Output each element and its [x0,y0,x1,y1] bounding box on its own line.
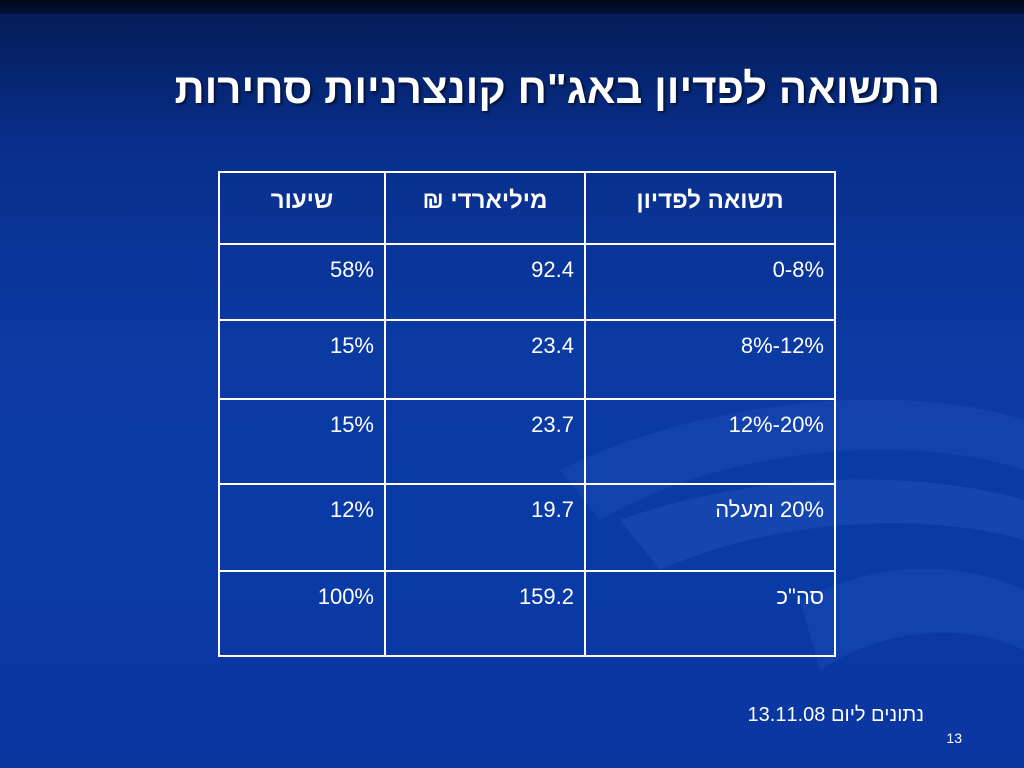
table-header-row: תשואה לפדיון מיליארדי ₪ שיעור [218,171,836,245]
cell-range: 0-8% [584,242,836,322]
table-row: 0-8% 92.4 58% [218,242,836,322]
table-row: 12%-8% 23.4 15% [218,319,836,400]
header-billions-nis: מיליארדי ₪ [384,171,586,245]
table-row-total: סה"כ 159.2 100% [218,569,836,658]
cell-billion: 159.2 [384,569,586,658]
cell-rate: 15% [218,397,386,486]
page-number: 13 [946,730,962,746]
data-date-footnote: נתונים ליום 13.11.08 [747,704,924,726]
header-rate: שיעור [218,171,386,245]
table-row: 20%-12% 23.7 15% [218,397,836,486]
top-dark-band [0,0,1024,14]
cell-rate: 58% [218,242,386,322]
cell-billion: 19.7 [384,483,586,572]
slide-title: התשואה לפדיון באג"ח קונצרניות סחירות [174,65,940,112]
cell-billion: 23.7 [384,397,586,486]
header-yield-to-maturity: תשואה לפדיון [584,171,836,245]
cell-range: 12%-8% [584,319,836,400]
cell-billion: 23.4 [384,319,586,400]
table-row: 20% ומעלה 19.7 12% [218,483,836,572]
cell-range: 20% ומעלה [584,483,836,572]
yield-table: תשואה לפדיון מיליארדי ₪ שיעור 0-8% 92.4 … [218,171,836,658]
cell-rate: 15% [218,319,386,400]
cell-rate: 100% [218,569,386,658]
cell-billion: 92.4 [384,242,586,322]
cell-range: סה"כ [584,569,836,658]
cell-range: 20%-12% [584,397,836,486]
cell-rate: 12% [218,483,386,572]
